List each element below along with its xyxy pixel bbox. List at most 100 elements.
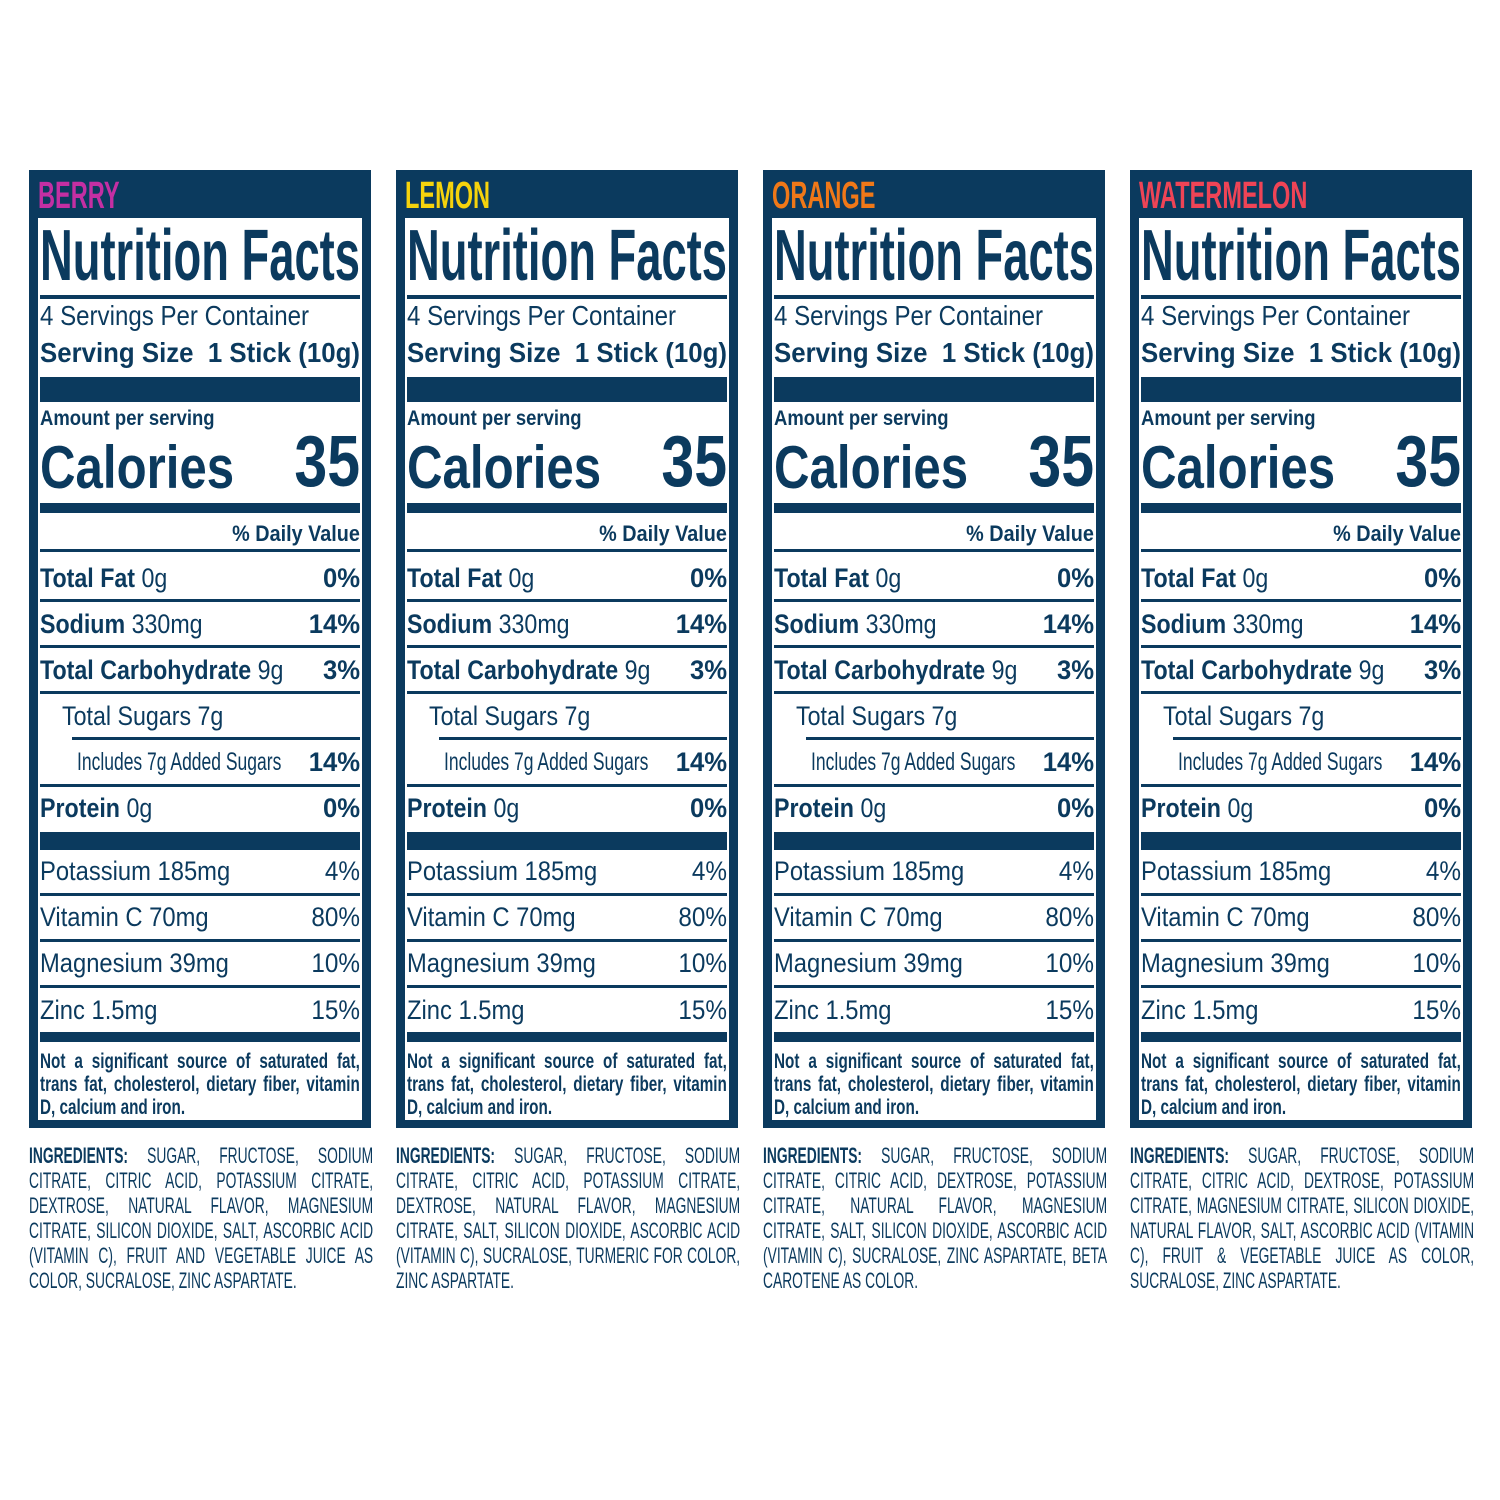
nutrient-label: Includes 7g Added Sugars bbox=[1178, 746, 1470, 778]
divider-rule bbox=[1141, 784, 1461, 787]
nutrient-row: Sodium 330mg 14% bbox=[407, 608, 727, 640]
vitamin-label: Vitamin C 70mg bbox=[40, 901, 232, 933]
vitamin-dv: 15% bbox=[1407, 994, 1461, 1026]
nutrient-text: Sodium 330mg bbox=[1141, 608, 1304, 640]
nutrient-row: Protein 0g 0% bbox=[774, 792, 1094, 824]
nutrient-row: Total Carbohydrate 9g 3% bbox=[40, 654, 360, 686]
nutrient-name: Total Fat bbox=[40, 563, 136, 593]
nutrient-label: Sodium 330mg bbox=[407, 608, 596, 640]
vitamin-row: Vitamin C 70mg 80% bbox=[40, 901, 360, 933]
nutrient-dv: 14% bbox=[1407, 608, 1461, 640]
vitamin-name: Potassium 185mg bbox=[1141, 856, 1332, 886]
nutrient-amount: 9g bbox=[1358, 655, 1385, 685]
servings-per-container: 4 Servings Per Container bbox=[774, 300, 1087, 332]
divider-rule bbox=[774, 503, 1094, 513]
dv-value: 0% bbox=[689, 563, 727, 593]
daily-value-header: % Daily Value bbox=[952, 521, 1094, 547]
vitamin-label: Potassium 185mg bbox=[774, 855, 990, 887]
vitamin-dv: 10% bbox=[1407, 947, 1461, 979]
vitamin-row: Magnesium 39mg 10% bbox=[40, 947, 360, 979]
serving-size-value: 1 Stick (10g) bbox=[941, 337, 1094, 368]
divider-rule bbox=[407, 985, 727, 988]
vitamin-dv: 4% bbox=[688, 855, 727, 887]
servings-text: 4 Servings Per Container bbox=[1141, 300, 1411, 331]
nutrition-panel-watermelon: WATERMELON Nutrition Facts 4 Servings Per … bbox=[1130, 170, 1472, 1128]
servings-text: 4 Servings Per Container bbox=[407, 300, 677, 331]
divider-rule bbox=[407, 599, 727, 602]
dv-value: 14% bbox=[675, 747, 727, 777]
divider-rule bbox=[1141, 549, 1461, 552]
calories-number: 35 bbox=[661, 422, 727, 502]
nutrient-text: Total Carbohydrate 9g bbox=[1141, 654, 1384, 686]
dv-value: 10% bbox=[311, 948, 360, 978]
nutrient-row: Total Fat 0g 0% bbox=[774, 562, 1094, 594]
nutrient-row: Sodium 330mg 14% bbox=[40, 608, 360, 640]
serving-size-text: Serving Size 1 Stick (10g) bbox=[1141, 337, 1461, 369]
divider-rule bbox=[1141, 1032, 1461, 1042]
servings-per-container: 4 Servings Per Container bbox=[407, 300, 720, 332]
nutrient-row: Sodium 330mg 14% bbox=[1141, 608, 1461, 640]
amount-per-serving: Amount per serving bbox=[1141, 407, 1339, 431]
vitamin-dv: 80% bbox=[306, 901, 360, 933]
divider-rule bbox=[774, 691, 1094, 694]
nutrient-amount: 330mg bbox=[1232, 609, 1304, 639]
vitamin-row: Vitamin C 70mg 80% bbox=[407, 901, 727, 933]
ingredients-orange: INGREDIENTS: SUGAR, FRUCTOSE, SODIUM CIT… bbox=[763, 1143, 1107, 1323]
divider-rule bbox=[1141, 939, 1461, 942]
flavor-name: LEMON bbox=[405, 175, 491, 217]
divider-rule bbox=[407, 1032, 727, 1042]
divider-rule bbox=[1141, 691, 1461, 694]
dv-value: 14% bbox=[675, 609, 727, 639]
vitamin-label: Vitamin C 70mg bbox=[774, 901, 966, 933]
nutrient-text: Total Fat 0g bbox=[774, 562, 901, 594]
divider-rule bbox=[407, 691, 727, 694]
servings-per-container: 4 Servings Per Container bbox=[1141, 300, 1454, 332]
vitamin-label: Magnesium 39mg bbox=[40, 947, 255, 979]
vitamin-label: Potassium 185mg bbox=[40, 855, 256, 887]
serving-size-value: 1 Stick (10g) bbox=[574, 337, 727, 368]
serving-size-label: Serving Size bbox=[774, 337, 928, 368]
nutrient-text: Protein 0g bbox=[40, 792, 152, 824]
amount-text: Amount per serving bbox=[407, 407, 582, 430]
nutrient-name: Total Fat bbox=[1141, 563, 1237, 593]
nutrient-text: Protein 0g bbox=[407, 792, 519, 824]
nutrient-amount: 9g bbox=[624, 655, 651, 685]
flavor-name: WATERMELON bbox=[1139, 175, 1308, 217]
divider-rule bbox=[774, 985, 1094, 988]
dv-value: 10% bbox=[1045, 948, 1094, 978]
nutrient-amount: 0g bbox=[860, 793, 887, 823]
dv-value: 3% bbox=[1056, 655, 1094, 685]
nutrient-name: Includes 7g Added Sugars bbox=[811, 748, 1016, 776]
dv-value: 14% bbox=[1042, 609, 1094, 639]
dv-value: 0% bbox=[1423, 563, 1461, 593]
vitamin-row: Vitamin C 70mg 80% bbox=[1141, 901, 1461, 933]
calories-number: 35 bbox=[1395, 422, 1461, 502]
serving-size: Serving Size 1 Stick (10g) bbox=[1141, 337, 1488, 369]
dv-value: 0% bbox=[1423, 793, 1461, 823]
vitamin-row: Potassium 185mg 4% bbox=[774, 855, 1094, 887]
divider-rule bbox=[1173, 737, 1461, 740]
nutrition-panel-berry: BERRY Nutrition Facts 4 Servings Per Conta… bbox=[29, 170, 371, 1128]
nutrient-amount: 0g bbox=[493, 793, 520, 823]
nutrition-facts-box: Nutrition Facts 4 Servings Per Container S… bbox=[1139, 218, 1463, 1120]
nutrient-dv: 3% bbox=[1422, 654, 1461, 686]
nutrient-name: Total Carbohydrate bbox=[774, 655, 986, 685]
nutrient-name: Total Carbohydrate bbox=[40, 655, 252, 685]
vitamin-row: Magnesium 39mg 10% bbox=[407, 947, 727, 979]
daily-value-header: % Daily Value bbox=[218, 521, 360, 547]
ingredients-list: SUGAR, FRUCTOSE, SODIUM CITRATE, CITRIC … bbox=[763, 1143, 1108, 1293]
calories-text: Calories bbox=[774, 434, 969, 501]
serving-size-value: 1 Stick (10g) bbox=[1308, 337, 1461, 368]
nutrition-facts-title: Nutrition Facts bbox=[407, 220, 915, 292]
ingredients-list: SUGAR, FRUCTOSE, SODIUM CITRATE, CITRIC … bbox=[1130, 1143, 1475, 1293]
dv-value: 3% bbox=[322, 655, 360, 685]
ingredients-watermelon: INGREDIENTS: SUGAR, FRUCTOSE, SODIUM CIT… bbox=[1130, 1143, 1474, 1323]
dv-value: 14% bbox=[308, 747, 360, 777]
footnote: Not a significant source of saturated fa… bbox=[40, 1050, 360, 1119]
nutrient-dv: 14% bbox=[306, 608, 360, 640]
nutrient-text: Total Fat 0g bbox=[1141, 562, 1268, 594]
divider-rule bbox=[774, 599, 1094, 602]
nutrient-name: Total Sugars 7g bbox=[1163, 701, 1325, 731]
nutrient-row: Sodium 330mg 14% bbox=[774, 608, 1094, 640]
ingredients-berry: INGREDIENTS: SUGAR, FRUCTOSE, SODIUM CIT… bbox=[29, 1143, 373, 1323]
